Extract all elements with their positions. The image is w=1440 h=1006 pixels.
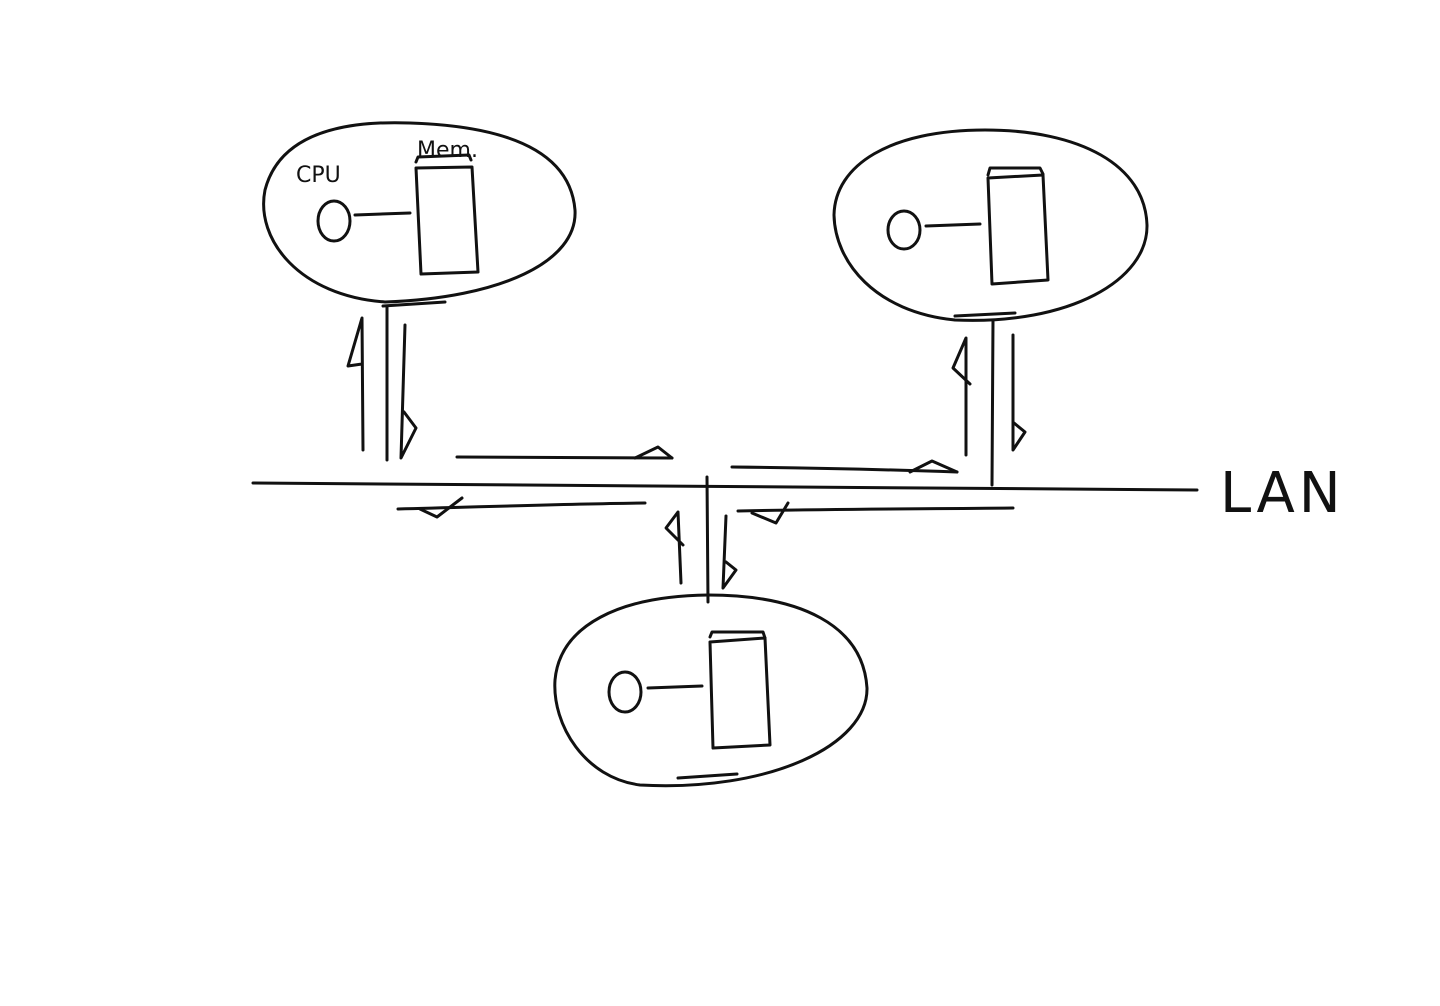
arrow-up-icon xyxy=(346,316,365,452)
cpu-mem-link xyxy=(646,684,704,690)
arrow-right-icon xyxy=(908,459,959,474)
memory-block xyxy=(708,636,772,750)
cpu-icon xyxy=(607,670,643,714)
arrow-down-icon xyxy=(721,514,738,590)
memory-block xyxy=(414,165,480,276)
memory-top-mark xyxy=(414,153,473,164)
flow-below-right xyxy=(736,501,1015,525)
cpu-icon xyxy=(886,209,922,251)
flow-above-left xyxy=(455,445,674,460)
node-boundary xyxy=(832,128,1149,322)
arrow-up-icon xyxy=(951,336,972,457)
node-top-right xyxy=(832,128,1149,322)
node-top-left: CPU Mem. xyxy=(262,121,577,308)
link-bottom xyxy=(664,475,738,604)
arrow-left-icon xyxy=(418,496,464,519)
arrow-left-icon xyxy=(750,501,790,525)
flow-above-right xyxy=(730,459,959,474)
node-boundary xyxy=(553,593,869,788)
memory-top-mark xyxy=(708,630,767,640)
arrow-down-icon xyxy=(1011,333,1027,452)
link-top-left xyxy=(346,305,418,462)
cpu-icon xyxy=(316,199,352,243)
flow-below-left xyxy=(396,496,647,519)
node-boundary xyxy=(262,121,577,304)
node-boundary-overstroke xyxy=(676,772,739,780)
cpu-label: CPU xyxy=(296,163,341,188)
cpu-mem-link xyxy=(924,222,982,228)
arrow-down-icon xyxy=(399,323,418,460)
link-top-right xyxy=(951,318,1027,487)
node-bottom xyxy=(553,593,869,788)
lan-label: LAN xyxy=(1220,461,1345,526)
memory-block xyxy=(986,173,1050,286)
lan-bus xyxy=(251,481,1199,492)
node-boundary-overstroke xyxy=(953,311,1017,318)
node-boundary-overstroke xyxy=(381,300,447,308)
memory-top-mark xyxy=(986,166,1045,177)
arrow-right-icon xyxy=(633,445,674,460)
cpu-mem-link xyxy=(353,211,412,217)
mem-label: Mem. xyxy=(417,138,478,163)
arrow-up-icon xyxy=(664,510,685,585)
